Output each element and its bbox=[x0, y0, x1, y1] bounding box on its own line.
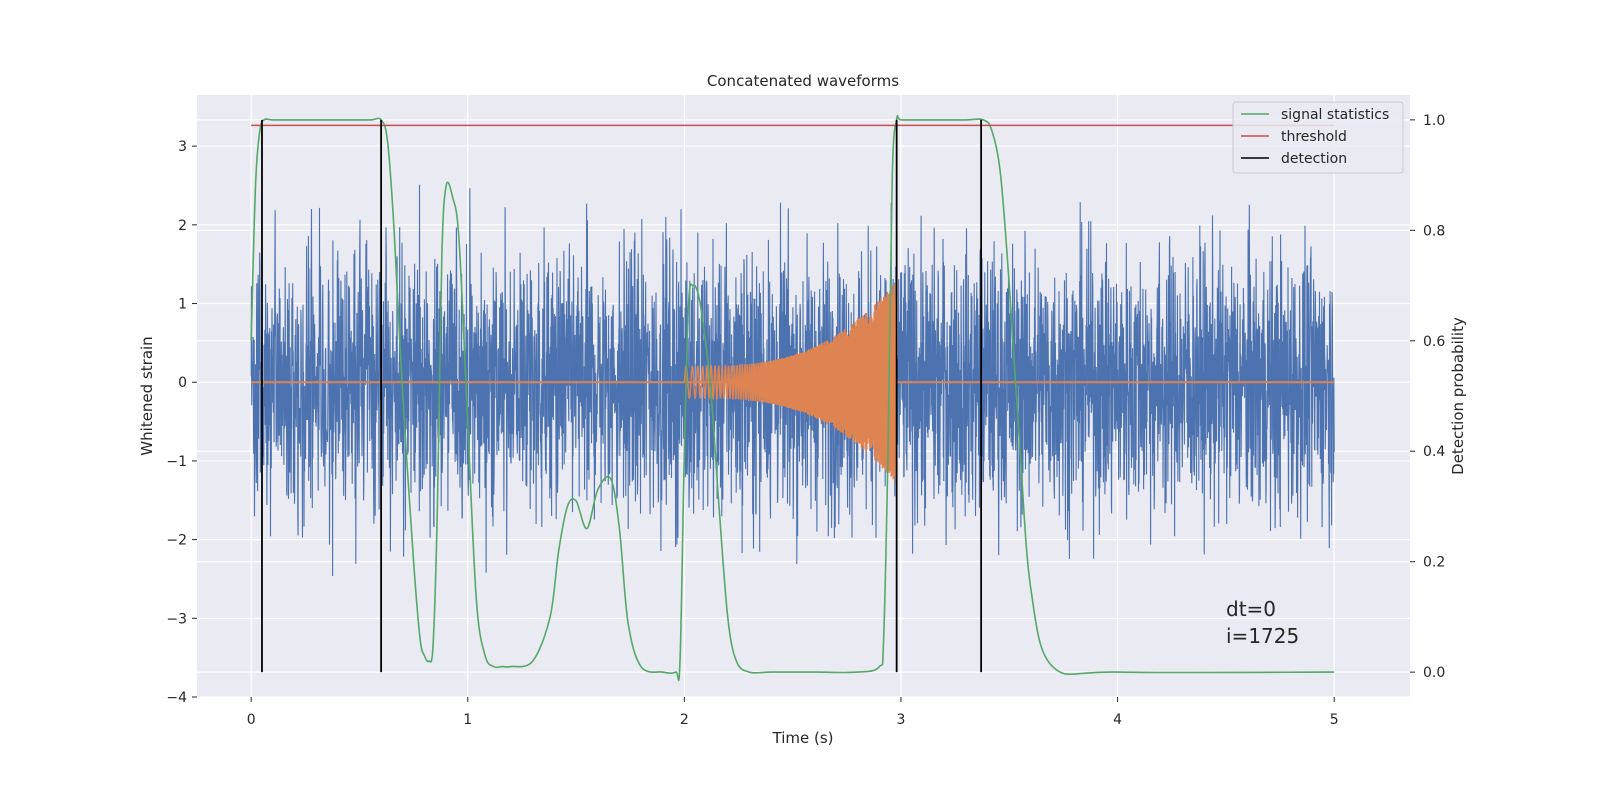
x-tick-label: 1 bbox=[463, 712, 472, 728]
y2-tick-label: 0.8 bbox=[1423, 223, 1445, 239]
x-axis-ticks: 0 1 2 3 4 5 bbox=[247, 697, 1339, 728]
legend-label-detection: detection bbox=[1281, 151, 1347, 167]
y2-tick-label: 0.6 bbox=[1423, 334, 1445, 350]
injected-waveform-line bbox=[683, 283, 898, 484]
legend-box bbox=[1232, 101, 1404, 174]
y-tick-label: −4 bbox=[166, 690, 187, 706]
legend-label-signal-statistics: signal statistics bbox=[1281, 107, 1389, 123]
y-tick-label: −2 bbox=[166, 533, 187, 549]
x-tick-label: 3 bbox=[897, 712, 906, 728]
signal-statistics-line bbox=[250, 115, 1335, 682]
y2-axis-label: Detection probability bbox=[1449, 317, 1467, 475]
y2-axis-ticks: 0.0 0.2 0.4 0.6 0.8 1.0 bbox=[1410, 113, 1445, 681]
detection-lines bbox=[261, 119, 983, 673]
x-axis-label: Time (s) bbox=[772, 729, 834, 747]
y-axis-label: Whitened strain bbox=[138, 336, 156, 455]
legend-label-threshold: threshold bbox=[1281, 129, 1347, 145]
y-axis-ticks: −4 −3 −2 −1 0 1 2 3 bbox=[166, 139, 197, 706]
x-tick-label: 4 bbox=[1113, 712, 1122, 728]
x-tick-label: 0 bbox=[247, 712, 256, 728]
y2-tick-label: 0.0 bbox=[1423, 665, 1445, 681]
y2-tick-label: 0.2 bbox=[1423, 555, 1445, 571]
legend: signal statistics threshold detection bbox=[1232, 101, 1404, 174]
y2-tick-label: 0.4 bbox=[1423, 444, 1445, 460]
y-tick-label: 1 bbox=[178, 297, 187, 313]
y-tick-label: 3 bbox=[178, 139, 187, 155]
annotation-i: i=1725 bbox=[1226, 624, 1299, 648]
y-tick-label: 0 bbox=[178, 375, 187, 391]
y-tick-label: −1 bbox=[166, 454, 187, 470]
data-layer bbox=[250, 115, 1335, 682]
annotation-dt: dt=0 bbox=[1226, 597, 1276, 621]
y2-tick-label: 1.0 bbox=[1423, 113, 1445, 129]
y-tick-label: −3 bbox=[166, 611, 187, 627]
y-tick-label: 2 bbox=[178, 218, 187, 234]
x-tick-label: 5 bbox=[1330, 712, 1339, 728]
chart-title: Concatenated waveforms bbox=[707, 72, 899, 90]
x-tick-label: 2 bbox=[680, 712, 689, 728]
